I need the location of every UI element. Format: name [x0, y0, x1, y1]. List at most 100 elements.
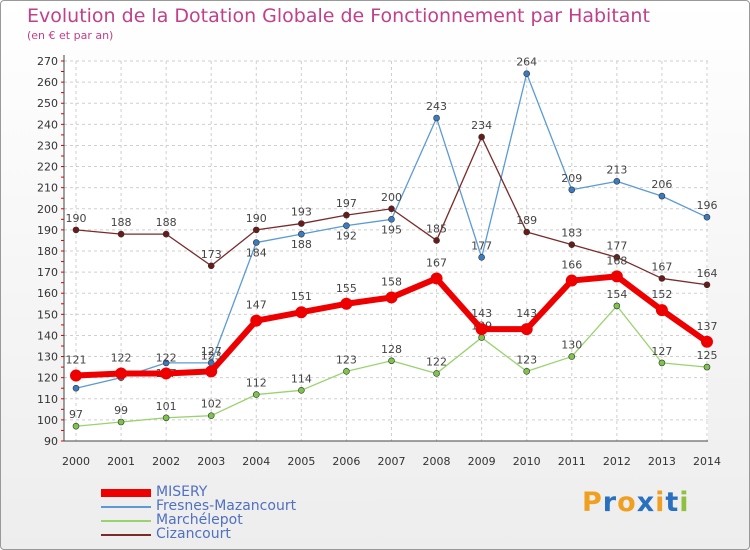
- y-tick-label: 230: [37, 139, 58, 152]
- x-tick-label: 2011: [558, 455, 586, 468]
- data-label: 184: [246, 247, 267, 260]
- data-label: 102: [201, 398, 222, 411]
- data-label: 154: [606, 288, 627, 301]
- x-tick-label: 2004: [242, 455, 270, 468]
- data-point: [613, 178, 621, 185]
- data-point: [478, 133, 485, 141]
- data-label: 173: [201, 248, 222, 261]
- data-point: [478, 334, 485, 341]
- y-tick-label: 270: [37, 55, 58, 68]
- logo-letter: P: [582, 487, 603, 518]
- data-point: [433, 114, 440, 122]
- logo-letter: i: [655, 487, 666, 518]
- data-label: 97: [69, 408, 83, 421]
- data-label: 143: [516, 307, 537, 320]
- data-label: 200: [381, 191, 402, 204]
- y-tick-label: 220: [37, 161, 58, 174]
- data-point: [340, 297, 353, 310]
- data-point: [520, 323, 533, 336]
- data-point: [252, 226, 260, 234]
- data-point: [298, 387, 305, 394]
- data-point: [295, 306, 308, 319]
- data-point: [565, 274, 578, 287]
- data-point: [475, 323, 488, 336]
- series-misery: 121 122 122 123 147 151 155 158 167 143 143 166 168 1…: [66, 254, 717, 382]
- x-tick-label: 2008: [423, 455, 451, 468]
- data-point: [433, 370, 440, 377]
- y-tick-label: 170: [37, 266, 58, 279]
- data-label: 197: [336, 197, 357, 210]
- data-point: [568, 353, 576, 360]
- data-point: [207, 412, 215, 419]
- data-point: [70, 369, 82, 382]
- y-tick-label: 110: [37, 393, 58, 406]
- y-tick-label: 250: [37, 97, 58, 110]
- data-label: 155: [336, 282, 357, 295]
- data-label: 99: [114, 404, 128, 417]
- legend-swatch: [101, 506, 151, 508]
- x-tick-label: 2003: [197, 455, 225, 468]
- data-label: 243: [426, 100, 447, 113]
- x-tick-label: 2014: [693, 455, 721, 468]
- data-label: 168: [606, 254, 627, 267]
- series-march-lepot: 9799101102112114123128122139123130154127…: [69, 288, 717, 430]
- data-point: [568, 186, 576, 194]
- data-point: [207, 262, 215, 270]
- logo-letter: t: [665, 487, 680, 518]
- data-label: 185: [426, 222, 447, 235]
- data-point: [523, 368, 531, 375]
- data-label: 167: [426, 256, 447, 269]
- data-label: 123: [516, 353, 537, 366]
- data-point: [298, 220, 305, 227]
- data-point: [298, 230, 305, 238]
- data-point: [162, 414, 170, 422]
- data-label: 167: [651, 260, 672, 273]
- data-point: [388, 357, 395, 365]
- data-point: [610, 270, 623, 283]
- logo-letter: r: [602, 487, 618, 518]
- legend-swatch: [101, 489, 151, 497]
- x-tick-label: 2001: [107, 455, 135, 468]
- series-cizancourt: 190 188 188 173 190 193 197 200 185 234 189 183 177 1…: [66, 119, 717, 289]
- data-point: [162, 230, 170, 238]
- data-label: 152: [651, 288, 672, 301]
- data-point: [343, 211, 350, 219]
- data-point: [252, 391, 260, 398]
- data-point: [72, 384, 80, 392]
- logo-letter: i: [679, 487, 690, 518]
- data-point: [433, 237, 440, 244]
- y-tick-label: 90: [44, 435, 58, 448]
- data-point: [613, 302, 621, 310]
- data-point: [250, 314, 263, 327]
- data-point: [430, 272, 443, 285]
- y-tick-label: 120: [37, 372, 58, 385]
- logo-letter: x: [636, 487, 656, 518]
- data-label: 125: [696, 349, 717, 362]
- proxiti-logo: Proxiti: [582, 487, 690, 518]
- x-tick-label: 2000: [62, 455, 90, 468]
- data-label: 137: [696, 320, 717, 333]
- chart-subtitle: (en € et par an): [27, 29, 114, 42]
- data-point: [205, 365, 218, 378]
- data-label: 123: [201, 349, 222, 362]
- data-point: [613, 254, 621, 261]
- data-label: 213: [606, 163, 627, 176]
- data-label: 264: [516, 56, 537, 69]
- data-label: 127: [651, 345, 672, 358]
- data-point: [343, 222, 350, 229]
- data-point: [117, 418, 125, 426]
- legend-label: MISERY: [156, 484, 208, 500]
- y-tick-label: 260: [37, 76, 58, 89]
- data-label: 177: [606, 239, 627, 252]
- chart-title: Evolution de la Dotation Globale de Fonc…: [27, 5, 650, 27]
- data-point: [162, 359, 170, 367]
- data-point: [72, 226, 80, 234]
- data-label: 196: [696, 199, 717, 212]
- y-tick-label: 130: [37, 351, 58, 364]
- y-tick-label: 140: [37, 329, 58, 342]
- data-point: [700, 335, 713, 348]
- data-point: [568, 241, 576, 248]
- data-point: [703, 281, 711, 289]
- data-label: 164: [696, 267, 717, 280]
